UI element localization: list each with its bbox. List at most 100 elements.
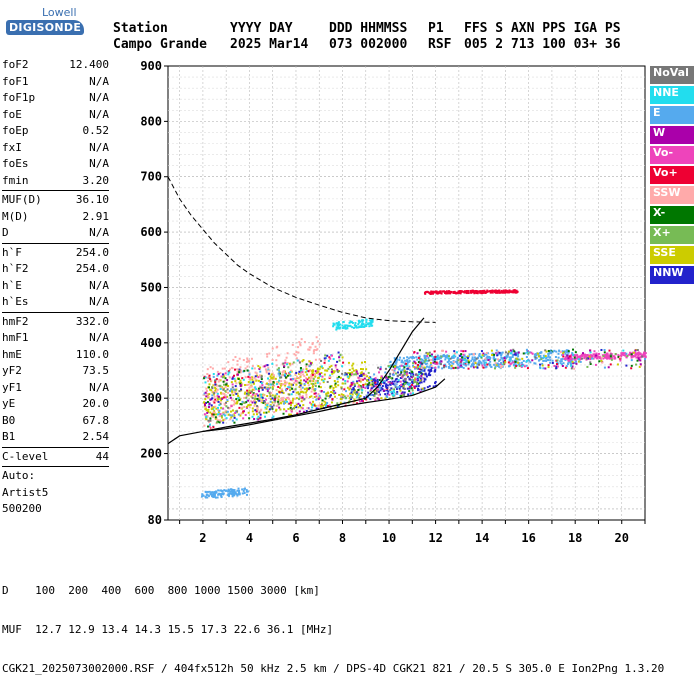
x-tick-label: 20 [615,531,629,545]
data-point [219,372,222,375]
data-point [295,376,298,379]
data-point [239,384,242,387]
data-point [225,411,228,414]
data-point [252,382,255,385]
data-point [441,349,444,352]
data-point [415,383,418,386]
data-point [332,387,335,390]
data-point [480,355,483,358]
data-point [311,373,314,376]
data-point [216,496,219,499]
data-point [564,366,567,369]
param-value: 2.91 [82,209,110,223]
data-point [467,359,470,362]
data-point [379,387,382,390]
data-point [423,387,426,390]
param-value: 3.20 [82,173,110,187]
data-point [266,364,269,367]
data-point [480,290,483,293]
data-point [346,324,349,327]
data-point [347,372,350,375]
data-point [375,385,378,388]
data-point [490,365,493,368]
data-point [251,407,254,410]
data-point [271,386,274,389]
data-point [320,402,323,405]
data-point [300,406,303,409]
data-point [454,355,457,358]
data-point [327,359,330,362]
legend-item: W [650,126,694,144]
data-point [301,360,304,363]
data-point [237,491,240,494]
data-point [216,370,219,373]
data-point [330,390,333,393]
data-point [638,353,641,356]
param-value: 0.52 [82,124,110,137]
data-point [360,324,363,327]
data-point [438,362,441,365]
data-point [565,350,568,353]
data-point [312,350,315,353]
data-point [283,365,286,368]
data-point [259,366,262,369]
data-point [515,365,518,368]
data-point [488,364,491,367]
data-point [619,356,622,359]
data-point [405,362,408,365]
data-point [494,358,497,361]
data-point [288,413,291,416]
data-point [402,357,405,360]
data-point [203,393,206,396]
data-point [432,359,435,362]
data-point [296,412,299,415]
data-point [567,358,570,361]
data-point [495,352,498,355]
data-point [228,407,231,410]
data-point [268,372,271,375]
data-point [480,292,483,295]
data-point [248,386,251,389]
data-point [246,389,249,392]
data-point [489,291,492,294]
data-point [334,384,337,387]
data-point [406,383,409,386]
data-point [216,419,219,422]
data-point [233,374,236,377]
data-point [418,355,421,358]
data-point [539,354,542,357]
data-point [418,368,421,371]
data-point [356,396,359,399]
data-point [217,400,220,403]
data-point [296,381,299,384]
data-point [392,365,395,368]
data-point [421,358,424,361]
data-point [600,359,603,362]
data-point [310,369,313,372]
data-point [498,359,501,362]
data-point [209,417,212,420]
data-point [370,377,373,380]
data-point [281,383,284,386]
data-point [248,360,251,363]
data-point [310,395,313,398]
data-point [346,380,349,383]
data-point [480,362,483,365]
data-point [357,389,360,392]
data-point [445,292,448,295]
data-point [241,400,244,403]
data-point [311,342,314,345]
data-point [457,359,460,362]
data-point [240,412,243,415]
data-point [478,363,481,366]
data-point [423,369,426,372]
data-point [233,401,236,404]
data-point [325,393,328,396]
legend-item: X- [650,206,694,224]
data-point [236,370,239,373]
data-point [346,327,349,330]
data-point [572,348,575,351]
data-point [213,401,216,404]
data-point [428,385,431,388]
data-point [538,358,541,361]
